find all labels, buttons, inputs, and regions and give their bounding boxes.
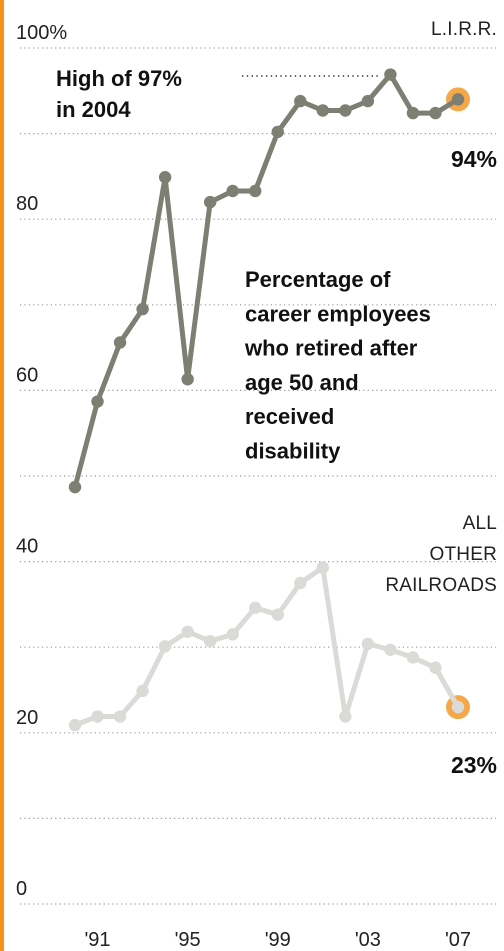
data-point <box>384 68 397 81</box>
description-text: career employees <box>245 301 431 326</box>
data-point <box>451 93 465 106</box>
y-tick-label: 0 <box>16 878 27 900</box>
x-tick-label: '95 <box>175 929 201 951</box>
data-point <box>429 661 442 674</box>
description-text: Percentage of <box>245 267 391 292</box>
data-point <box>294 576 307 590</box>
end-value-label: 94% <box>451 146 497 172</box>
accent-bar <box>0 0 4 951</box>
data-point <box>406 106 420 120</box>
data-point <box>158 171 172 184</box>
data-point <box>113 710 127 723</box>
data-point <box>226 628 239 641</box>
data-point <box>181 625 194 638</box>
data-point <box>249 184 262 198</box>
annotation-text: in 2004 <box>56 97 131 122</box>
y-tick-label: 20 <box>16 707 38 729</box>
data-point <box>451 700 465 714</box>
data-point <box>136 302 149 316</box>
data-point <box>158 640 172 653</box>
data-point <box>294 94 307 108</box>
data-point <box>68 480 82 494</box>
data-point <box>113 336 127 349</box>
description-text: age 50 and <box>245 370 359 395</box>
series-label: L.I.R.R. <box>431 19 497 40</box>
x-tick-label: '91 <box>84 929 110 951</box>
data-point <box>429 106 442 120</box>
annotation-text: High of 97% <box>56 66 182 91</box>
data-point <box>271 125 284 139</box>
data-point <box>406 651 420 664</box>
description-text: received <box>245 404 334 429</box>
y-tick-label: 100% <box>16 22 67 44</box>
data-point <box>91 710 104 723</box>
series-label: ALL <box>463 513 497 534</box>
y-tick-label: 60 <box>16 364 38 386</box>
data-point <box>339 710 352 723</box>
series-line <box>72 72 461 490</box>
data-point <box>361 637 375 650</box>
data-point <box>384 643 397 656</box>
data-point <box>203 195 217 209</box>
data-point <box>339 104 352 117</box>
data-point <box>316 104 330 117</box>
y-tick-label: 40 <box>16 536 38 558</box>
data-point <box>203 635 217 648</box>
data-point <box>226 184 239 198</box>
data-point <box>361 94 375 108</box>
data-point <box>271 608 284 621</box>
series-label: RAILROADS <box>385 575 497 596</box>
data-point <box>91 395 104 408</box>
data-point <box>136 684 149 698</box>
y-tick-label: 80 <box>16 193 38 215</box>
x-tick-label: '99 <box>265 929 291 951</box>
x-tick-label: '07 <box>445 929 471 951</box>
x-tick-label: '03 <box>355 929 381 951</box>
series-label: OTHER <box>430 544 498 565</box>
data-point <box>316 561 330 574</box>
data-point <box>68 718 82 732</box>
data-point <box>181 373 194 386</box>
end-value-label: 23% <box>451 752 497 778</box>
description-text: who retired after <box>244 336 418 361</box>
data-point <box>249 601 262 615</box>
description-text: disability <box>245 439 341 464</box>
